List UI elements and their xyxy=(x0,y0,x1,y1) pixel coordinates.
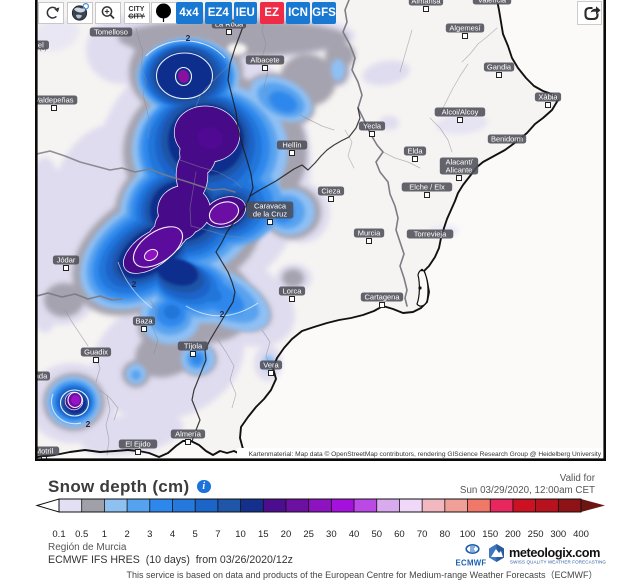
svg-text:Motril: Motril xyxy=(35,447,54,456)
svg-text:2: 2 xyxy=(220,309,225,319)
svg-text:Almería: Almería xyxy=(175,430,202,439)
svg-text:50: 50 xyxy=(371,529,382,540)
svg-text:Vera: Vera xyxy=(263,361,279,370)
svg-text:Hellín: Hellín xyxy=(282,141,301,150)
svg-text:4: 4 xyxy=(170,529,175,540)
svg-text:CITY: CITY xyxy=(129,6,145,13)
svg-text:Elda: Elda xyxy=(407,147,423,156)
svg-text:400: 400 xyxy=(573,529,589,540)
svg-text:Torrevieja: Torrevieja xyxy=(414,230,447,239)
svg-text:Baza: Baza xyxy=(135,317,153,326)
svg-text:Valencia: Valencia xyxy=(478,0,507,5)
svg-text:40: 40 xyxy=(349,529,360,540)
svg-text:0.1: 0.1 xyxy=(52,529,65,540)
svg-text:250: 250 xyxy=(528,529,544,540)
svg-text:2: 2 xyxy=(186,33,191,43)
svg-text:Caravaca: Caravaca xyxy=(254,202,287,211)
svg-text:20: 20 xyxy=(281,529,292,540)
svg-text:Jódar: Jódar xyxy=(57,256,76,265)
svg-text:Murcia: Murcia xyxy=(358,229,381,238)
svg-text:300: 300 xyxy=(550,529,566,540)
svg-text:Almansa: Almansa xyxy=(411,0,441,6)
svg-text:SWISS QUALITY WEATHER FORECAST: SWISS QUALITY WEATHER FORECASTING xyxy=(510,560,606,565)
svg-text:150: 150 xyxy=(482,529,498,540)
svg-text:30: 30 xyxy=(326,529,337,540)
svg-text:iel: iel xyxy=(36,41,44,50)
svg-text:Cieza: Cieza xyxy=(321,187,341,196)
svg-text:Albacete: Albacete xyxy=(250,56,279,65)
svg-text:7: 7 xyxy=(215,529,220,540)
svg-text:3: 3 xyxy=(147,529,152,540)
svg-text:60: 60 xyxy=(394,529,405,540)
svg-text:200: 200 xyxy=(505,529,521,540)
svg-text:2: 2 xyxy=(124,529,129,540)
svg-text:Alcoi/Alcoy: Alcoi/Alcoy xyxy=(442,108,479,117)
svg-text:La Roda: La Roda xyxy=(215,20,244,29)
svg-text:Lorca: Lorca xyxy=(283,287,303,296)
svg-text:2: 2 xyxy=(132,279,137,289)
svg-text:ada: ada xyxy=(35,372,48,381)
svg-text:2: 2 xyxy=(86,419,91,429)
svg-text:Algemesí: Algemesí xyxy=(449,24,481,33)
svg-text:Benidorm: Benidorm xyxy=(491,135,523,144)
svg-text:de la Cruz: de la Cruz xyxy=(253,210,287,219)
svg-text:Elche / Elx: Elche / Elx xyxy=(409,183,445,192)
svg-text:0.5: 0.5 xyxy=(75,529,88,540)
svg-text:10: 10 xyxy=(235,529,246,540)
svg-text:Alicante: Alicante xyxy=(446,166,473,175)
svg-text:Guadix: Guadix xyxy=(84,348,108,357)
svg-text:This service is based on data: This service is based on data and produc… xyxy=(126,570,597,580)
svg-text:Cartagena: Cartagena xyxy=(364,293,400,302)
svg-text:1: 1 xyxy=(102,529,107,540)
svg-text:meteologix.com: meteologix.com xyxy=(509,546,600,560)
svg-text:El Ejido: El Ejido xyxy=(125,440,150,449)
svg-text:Xàbia: Xàbia xyxy=(538,93,558,102)
svg-text:Kartenmaterial: Map data © Ope: Kartenmaterial: Map data © OpenStreetMap… xyxy=(249,450,602,458)
svg-text:Alacant/: Alacant/ xyxy=(445,158,473,167)
svg-text:Tomelloso: Tomelloso xyxy=(94,28,128,37)
svg-text:Tíjola: Tíjola xyxy=(184,342,203,351)
svg-text:15: 15 xyxy=(258,529,269,540)
svg-text:25: 25 xyxy=(303,529,314,540)
svg-text:80: 80 xyxy=(440,529,451,540)
svg-text:100: 100 xyxy=(460,529,476,540)
svg-text:CITY: CITY xyxy=(129,14,145,21)
svg-text:ECMWF: ECMWF xyxy=(456,559,487,568)
svg-text:Valdepeñas: Valdepeñas xyxy=(34,96,73,105)
svg-text:Yecla: Yecla xyxy=(363,122,382,131)
svg-text:Gandia: Gandia xyxy=(487,63,512,72)
svg-text:5: 5 xyxy=(193,529,198,540)
svg-text:70: 70 xyxy=(417,529,428,540)
